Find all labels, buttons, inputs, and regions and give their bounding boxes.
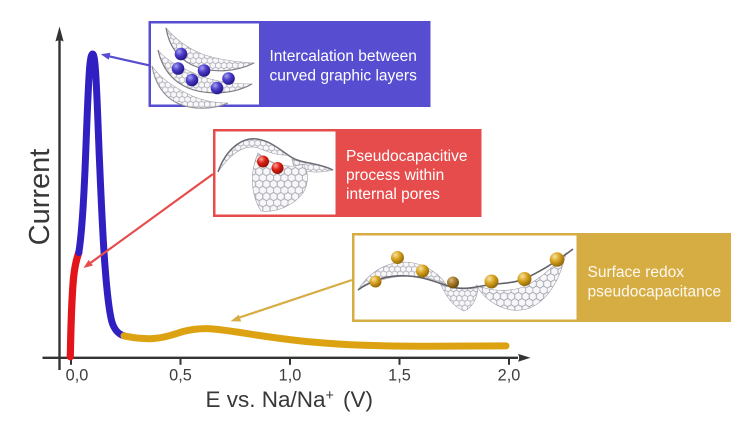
svg-text:1,0: 1,0 [279,367,302,385]
svg-text:E vs. Na/Na+(V): E vs. Na/Na+ (V) [206,387,374,412]
svg-text:process within: process within [346,167,444,184]
svg-text:2,0: 2,0 [498,367,521,385]
svg-text:Intercalation between: Intercalation between [270,48,417,65]
svg-text:Surface redox: Surface redox [588,264,685,281]
svg-text:Pseudocapacitive: Pseudocapacitive [346,148,468,165]
svg-text:0,0: 0,0 [66,367,89,385]
svg-text:internal pores: internal pores [346,186,440,203]
svg-text:curved graphic layers: curved graphic layers [270,68,418,85]
svg-text:0,5: 0,5 [169,367,192,385]
svg-text:Current: Current [24,149,56,246]
svg-text:pseudocapacitance: pseudocapacitance [588,283,722,300]
svg-text:1,5: 1,5 [388,367,411,385]
